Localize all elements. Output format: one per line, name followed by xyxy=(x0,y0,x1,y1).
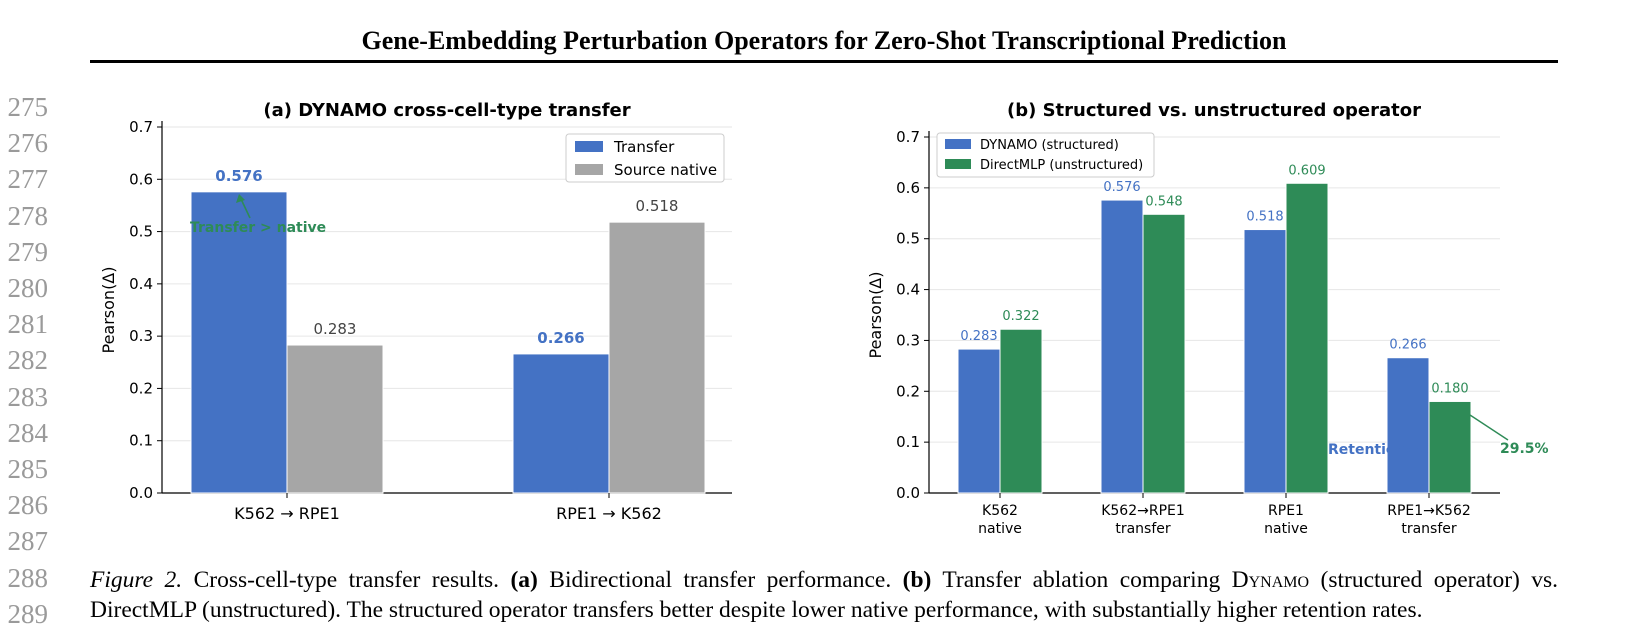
chart-b-x-tick-label: native xyxy=(1264,521,1308,537)
chart-b-bar-dynamo xyxy=(1243,229,1287,494)
chart-b-percent-annotation: 29.5% xyxy=(1500,441,1549,457)
chart-a-title: (a) DYNAMO cross-cell-type transfer xyxy=(263,100,630,121)
chart-b-annotation-line xyxy=(1469,414,1509,441)
chart-b-x-tick-label: RPE1 xyxy=(1268,503,1304,519)
chart-a-x-tick-label: RPE1 → K562 xyxy=(556,504,662,523)
figure-2-charts: (a) DYNAMO cross-cell-type transfer 0.0 0.… xyxy=(99,100,1549,537)
line-number: 275 xyxy=(7,92,49,122)
line-number: 278 xyxy=(7,200,49,231)
chart-b-legend-label: DYNAMO (structured) xyxy=(980,138,1119,153)
chart-b-data-label: 0.609 xyxy=(1288,163,1325,178)
caption-part-a-text: Bidirectional transfer performance. xyxy=(549,567,892,593)
chart-b-y-tick-label: 0.5 xyxy=(896,230,920,248)
chart-b-x-tick-label: transfer xyxy=(1401,521,1457,537)
chart-b-data-label: 0.576 xyxy=(1103,180,1140,195)
chart-a-annotation-arrow xyxy=(240,198,251,219)
line-number: 281 xyxy=(7,309,49,340)
chart-a-x-tick-label: K562 → RPE1 xyxy=(234,504,340,523)
chart-a-y-tick-label: 0.4 xyxy=(129,275,153,293)
caption-part-b-text-2: (structured operator) vs. DirectMLP (uns… xyxy=(90,567,1559,623)
chart-a-legend-box xyxy=(565,133,725,183)
chart-a-data-label: 0.518 xyxy=(636,197,679,215)
chart-a-y-tick-label: 0.3 xyxy=(129,327,153,345)
chart-b-y-tick-label: 0.6 xyxy=(896,179,920,197)
chart-a-data-label: 0.283 xyxy=(314,320,357,338)
line-number: 277 xyxy=(7,164,49,195)
chart-b-x-tick-label: RPE1→K562 xyxy=(1387,503,1471,519)
chart-b-y-tick-label: 0.7 xyxy=(896,128,920,146)
caption-dynamo-rest: ynamo xyxy=(1248,567,1310,593)
chart-a-y-tick-label: 0.6 xyxy=(129,170,153,188)
chart-a-legend-label: Transfer xyxy=(613,138,675,156)
title-rule xyxy=(90,60,1558,63)
chart-b-legend-swatch xyxy=(945,139,971,149)
caption-dynamo-initial: D xyxy=(1231,567,1249,593)
caption-part-b-label: (b) xyxy=(902,567,932,593)
chart-a-annotation-arrowhead xyxy=(236,194,245,203)
figure-caption: Figure 2. Cross-cell-type transfer resul… xyxy=(90,565,1558,625)
chart-b-bar-directmlp xyxy=(1428,400,1472,494)
chart-a-legend-swatch xyxy=(575,164,603,175)
chart-b-data-label: 0.518 xyxy=(1246,210,1283,225)
chart-a-bar-transfer xyxy=(190,191,288,494)
page-title: Gene-Embedding Perturbation Operators fo… xyxy=(361,26,1287,55)
chart-b-y-tick-label: 0.1 xyxy=(896,433,920,451)
caption-part-a-label: (a) xyxy=(510,567,538,593)
line-number: 286 xyxy=(7,490,49,521)
line-number: 285 xyxy=(7,454,49,484)
chart-b-data-label: 0.548 xyxy=(1145,194,1182,209)
chart-b-x-tick-label: transfer xyxy=(1115,521,1171,537)
chart-a-y-tick-label: 0.7 xyxy=(129,118,153,136)
chart-b-legend-label: DirectMLP (unstructured) xyxy=(980,158,1143,173)
chart-b-legend-swatch xyxy=(945,159,971,169)
line-number: 284 xyxy=(7,417,49,448)
line-number: 289 xyxy=(7,598,49,629)
chart-a-y-tick-label: 0.5 xyxy=(129,223,153,241)
chart-a-legend-label: Source native xyxy=(614,161,717,179)
chart-b-bar-dynamo xyxy=(1100,199,1144,494)
line-number: 282 xyxy=(7,345,49,376)
chart-b-y-tick-label: 0.0 xyxy=(896,484,920,502)
line-number: 283 xyxy=(7,381,49,412)
chart-b-data-label: 0.180 xyxy=(1431,381,1468,396)
chart-b-y-tick-label: 0.2 xyxy=(896,382,920,400)
caption-lead: Cross-cell-type transfer results. xyxy=(193,567,499,593)
chart-b-y-tick-label: 0.4 xyxy=(896,281,920,299)
chart-b-y-axis-label: Pearson(Δ) xyxy=(866,272,885,359)
line-number: 280 xyxy=(7,273,49,303)
chart-a-y-tick-label: 0.2 xyxy=(129,379,153,397)
chart-a-bar-source-native xyxy=(286,344,384,494)
chart-b-bar-directmlp xyxy=(1142,213,1186,494)
chart-b-bar-dynamo xyxy=(1386,357,1430,494)
line-number: 276 xyxy=(7,128,49,159)
caption-dynamo-name: Dynamo xyxy=(1232,567,1309,593)
chart-a-bar-transfer xyxy=(512,353,610,494)
chart-b-x-tick-label: K562→RPE1 xyxy=(1101,503,1185,519)
chart-a-bar-source-native xyxy=(608,221,706,494)
chart-b-data-label: 0.322 xyxy=(1002,309,1039,324)
chart-b-x-tick-label: native xyxy=(978,521,1022,537)
line-number: 288 xyxy=(7,562,49,593)
chart-a-y-tick-label: 0.0 xyxy=(129,484,153,502)
chart-b-legend-box xyxy=(936,132,1155,178)
chart-b-title: (b) Structured vs. unstructured operator xyxy=(1007,100,1421,121)
chart-b-bar-directmlp xyxy=(1285,182,1329,494)
chart-a-annotation: Transfer > native xyxy=(190,220,326,236)
chart-b-bar-directmlp xyxy=(999,328,1043,494)
chart-a-data-label: 0.576 xyxy=(215,167,262,185)
chart-b-bar-dynamo xyxy=(957,348,1001,494)
chart-b-y-tick-label: 0.3 xyxy=(896,331,920,349)
chart-a-legend-swatch xyxy=(575,141,603,152)
caption-part-b-text-1: Transfer ablation comparing xyxy=(942,567,1221,593)
line-number: 279 xyxy=(7,236,49,267)
chart-b-data-label: 0.283 xyxy=(960,329,997,344)
chart-a-y-axis-label: Pearson(Δ) xyxy=(99,267,118,354)
caption-figure-label: Figure 2. xyxy=(90,567,183,593)
line-number: 287 xyxy=(7,526,49,557)
chart-a-y-tick-label: 0.1 xyxy=(129,432,153,450)
chart-a-data-label: 0.266 xyxy=(537,329,584,347)
chart-b-data-label: 0.266 xyxy=(1389,338,1426,353)
chart-b-x-tick-label: K562 xyxy=(982,503,1018,519)
